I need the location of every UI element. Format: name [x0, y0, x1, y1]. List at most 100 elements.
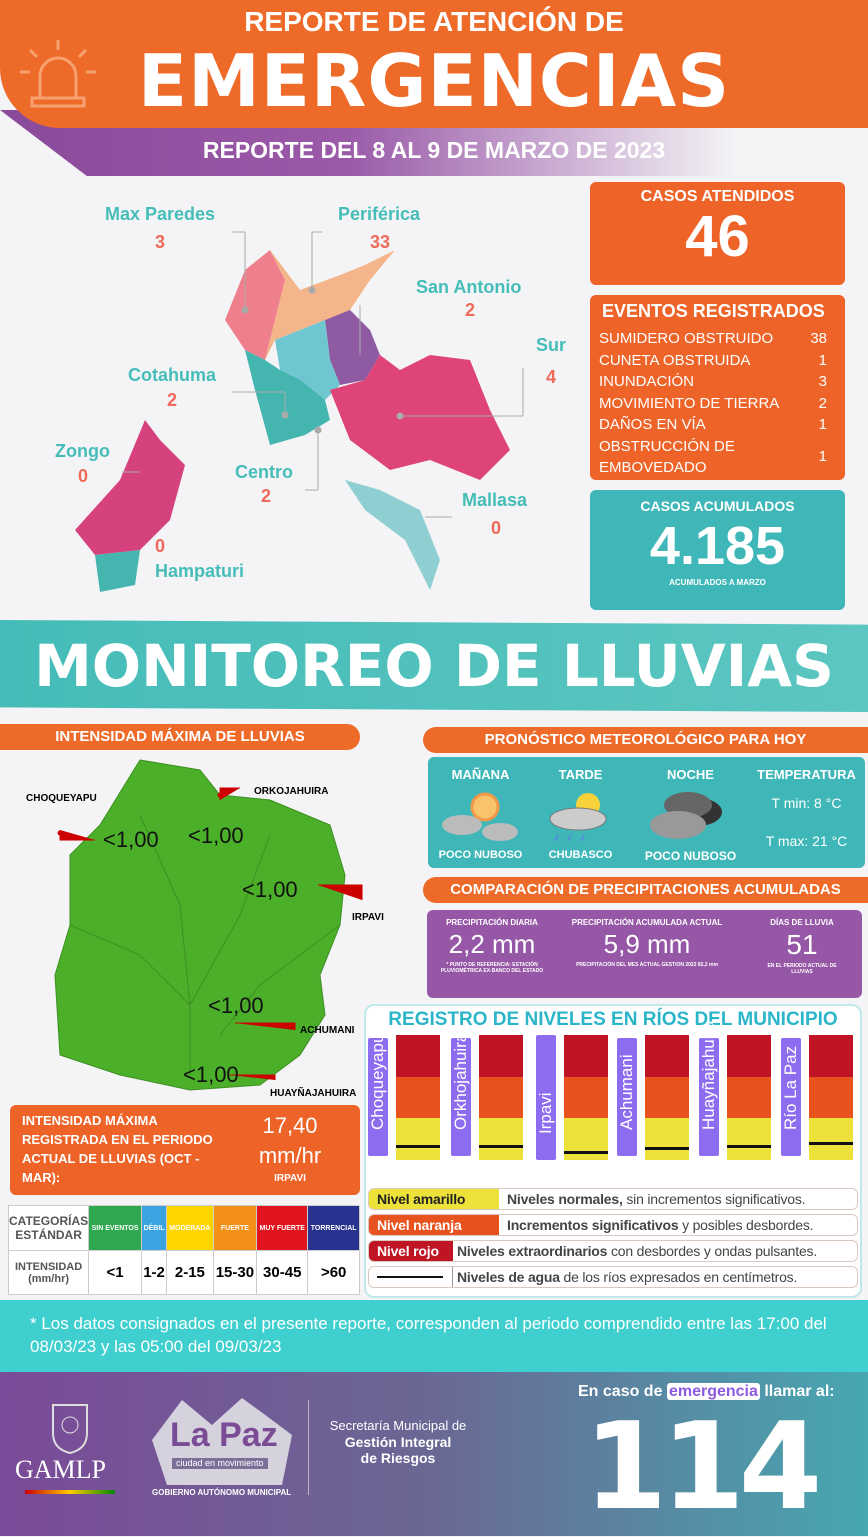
- level-zone-red: [564, 1035, 608, 1077]
- level-zone-yellow: [727, 1118, 771, 1161]
- river-level-bar: [727, 1035, 771, 1161]
- period-condition: CHUBASCO: [548, 849, 613, 861]
- level-zone-red: [809, 1035, 853, 1077]
- period-condition: POCO NUBOSO: [644, 849, 737, 863]
- monitoreo-title: MONITOREO DE LLUVIAS: [34, 632, 834, 700]
- river-gauge: Irpavi: [536, 1035, 608, 1161]
- river-name: Choqueyapu: [368, 1034, 388, 1156]
- temperature-label: TEMPERATURA: [757, 767, 856, 782]
- intensidad-max-value: 17,40: [262, 1113, 318, 1138]
- acumulados-label: CASOS ACUMULADOS: [640, 498, 795, 514]
- casos-acumulados-card: CASOS ACUMULADOS 4.185 ACUMULADOS A MARZ…: [590, 490, 845, 610]
- station-value: <1,00: [103, 827, 159, 852]
- rios-title: REGISTRO DE NIVELES EN RÍOS DEL MUNICIPI…: [388, 1009, 838, 1030]
- zone-label: San Antonio: [416, 277, 522, 297]
- evento-row: OBSTRUCCIÓN DE EMBOVEDADO 1: [599, 437, 827, 477]
- zone-label: Hampaturi: [155, 561, 245, 581]
- level-zone-yellow: [396, 1118, 440, 1161]
- evento-row: DAÑOS EN VÍA 1: [599, 416, 827, 433]
- station-label: HUAYÑAJAHUIRA: [270, 1088, 357, 1099]
- zone-count: 2: [465, 300, 476, 320]
- gobierno-label: GOBIERNO AUTÓNOMO MUNICIPAL: [152, 1488, 292, 1497]
- temp-max: T max: 21 °C: [765, 833, 848, 849]
- zone-zongo: [75, 420, 185, 555]
- river-name: Orkhojahuira: [451, 1033, 471, 1156]
- level-zone-orange: [479, 1076, 523, 1119]
- water-level-line: [396, 1144, 440, 1148]
- water-level-line: [479, 1144, 523, 1148]
- call-text: En caso de emergencia llamar al:: [578, 1383, 835, 1400]
- emergency-phone: 114: [583, 1398, 823, 1537]
- zone-count: 0: [155, 536, 166, 556]
- zone-san-antonio: [325, 310, 380, 385]
- zone-label: Mallasa: [462, 490, 528, 510]
- river-level-bar: [564, 1035, 608, 1161]
- comparacion-title: COMPARACIÓN DE PRECIPITACIONES ACUMULADA…: [423, 877, 868, 903]
- river-level-bar: [396, 1035, 440, 1161]
- river-gauge: Huayñajahuira: [699, 1020, 771, 1161]
- zone-count: 33: [370, 232, 391, 252]
- la-paz-tagline: ciudad en movimiento: [172, 1458, 268, 1469]
- monitoreo-band: [0, 620, 868, 712]
- pronostico-title: PRONÓSTICO METEOROLÓGICO PARA HOY: [423, 727, 868, 753]
- period-label: MAÑANA: [451, 767, 510, 782]
- legend-row: Nivel rojo Niveles extraordinarios con de…: [368, 1240, 858, 1262]
- evento-row: INUNDACIÓN 3: [599, 373, 827, 390]
- zone-label: Cotahuma: [128, 365, 217, 385]
- river-gauge: Río La Paz: [781, 1035, 853, 1161]
- zone-label: Zongo: [55, 441, 110, 461]
- categorias-table: CATEGORÍAS ESTÁNDAR SIN EVENTOS DÉBIL MO…: [7, 1205, 360, 1295]
- zone-count: 0: [491, 518, 502, 538]
- level-zone-red: [727, 1035, 771, 1077]
- legend-row: Nivel naranja Incrementos significativos …: [368, 1214, 858, 1236]
- comp-item: PRECIPITACIÓN DIARIA 2,2 mm * PUNTO DE REF…: [440, 918, 544, 974]
- acumulados-note: ACUMULADOS A MARZO: [669, 578, 766, 587]
- zone-label: Periférica: [338, 204, 421, 224]
- period-label: TARDE: [558, 767, 603, 782]
- comp-item: DÍAS DE LLUVIA 51 EN EL PERIODO ACTUAL DE …: [767, 918, 837, 975]
- water-level-line: [727, 1144, 771, 1148]
- evento-row: SUMIDERO OBSTRUIDO 38: [599, 330, 827, 347]
- basin-map: [54, 759, 363, 1091]
- intensidad-max-label: INTENSIDAD MÁXIMA REGISTRADA EN EL PERIO…: [22, 1113, 213, 1185]
- zone-label: Max Paredes: [105, 204, 216, 224]
- zone-map: [75, 231, 524, 592]
- la-paz-logo: La Paz: [170, 1416, 278, 1454]
- station-label: IRPAVI: [352, 912, 384, 923]
- zone-hampaturi: [95, 550, 140, 592]
- river-level-bar: [809, 1035, 853, 1161]
- level-zone-orange: [564, 1076, 608, 1119]
- evento-row: MOVIMIENTO DE TIERRA 2: [599, 394, 827, 412]
- casos-atendidos-label: CASOS ATENDIDOS: [640, 188, 795, 205]
- water-line-icon: [377, 1276, 443, 1278]
- flag-stripe: [25, 1490, 115, 1494]
- comp-item: PRECIPITACIÓN ACUMULADA ACTUAL 5,9 mm PREC…: [571, 918, 723, 968]
- zone-count: 2: [261, 486, 272, 506]
- station-label: ACHUMANI: [300, 1025, 355, 1036]
- period-label: NOCHE: [667, 767, 714, 782]
- river-level-bar: [645, 1035, 689, 1161]
- eventos-card: EVENTOS REGISTRADOS SUMIDERO OBSTRUIDO 38…: [590, 295, 845, 480]
- zone-cotahuma: [245, 350, 330, 445]
- water-level-line: [645, 1147, 689, 1150]
- zone-centro: [275, 320, 340, 400]
- zone-count: 2: [167, 390, 178, 410]
- temp-min: T min: 8 °C: [771, 795, 842, 811]
- river-name: Huayñajahuira: [699, 1020, 719, 1156]
- zone-label: Sur: [536, 335, 567, 355]
- zone-max-paredes: [225, 250, 285, 360]
- period-condition: POCO NUBOSO: [438, 849, 523, 861]
- river-gauge: Achumani: [617, 1035, 689, 1161]
- station-value: <1,00: [188, 823, 244, 848]
- level-zone-yellow: [564, 1118, 608, 1161]
- comparacion-panel: PRECIPITACIÓN DIARIA 2,2 mm * PUNTO DE REF…: [427, 910, 862, 998]
- zone-count: 3: [155, 232, 166, 252]
- report-period: REPORTE DEL 8 AL 9 DE MARZO DE 2023: [202, 137, 666, 163]
- station-value: <1,00: [208, 993, 264, 1018]
- level-zone-orange: [727, 1076, 771, 1119]
- casos-atendidos-card: CASOS ATENDIDOS 46: [590, 182, 845, 285]
- legend-row: Nivel amarillo Niveles normales, sin incr…: [368, 1188, 858, 1210]
- acumulados-value: 4.185: [649, 516, 786, 576]
- legend-row: Niveles de agua de los ríos expresados e…: [368, 1266, 858, 1288]
- divider: [308, 1400, 309, 1495]
